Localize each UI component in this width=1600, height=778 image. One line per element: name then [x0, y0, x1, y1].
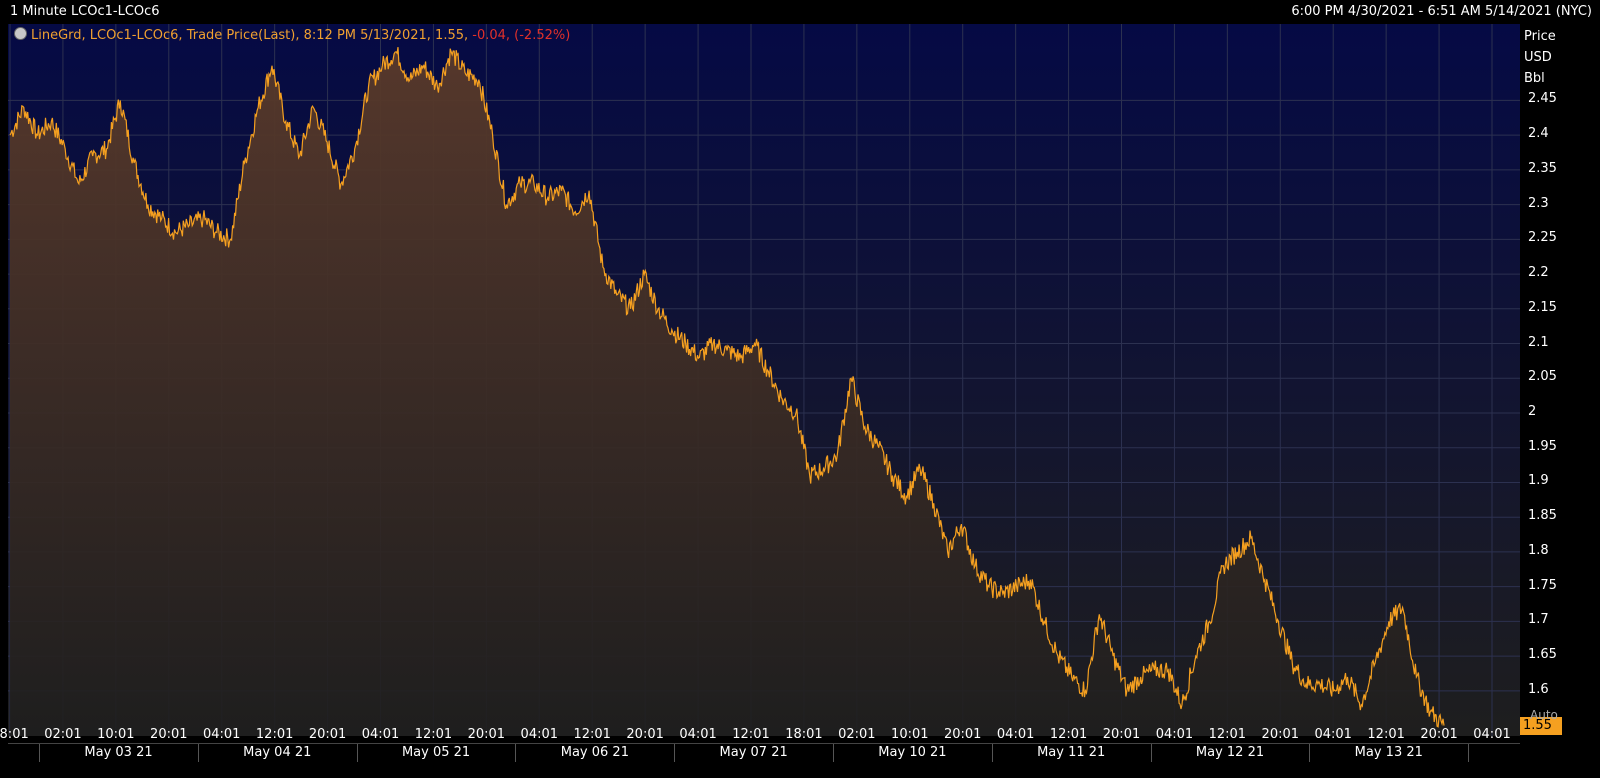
- legend-text: LineGrd, LCOc1-LCOc6, Trade Price(Last),…: [31, 28, 469, 43]
- x-tick-label: 18:01: [785, 727, 823, 742]
- x-tick-label: 12:01: [1208, 727, 1247, 742]
- auto-scale-button[interactable]: Auto: [1530, 708, 1558, 722]
- chart-title: 1 Minute LCOc1-LCOc6: [10, 4, 160, 19]
- x-day-separator: [833, 744, 835, 762]
- y-tick-label: 1.9: [1528, 473, 1549, 489]
- x-tick-label: 10:01: [97, 727, 135, 742]
- x-tick-label: 20:01: [1420, 727, 1458, 742]
- x-tick-label: 12:01: [1367, 727, 1405, 742]
- y-tick-label: 2.35: [1528, 160, 1557, 176]
- x-tick-label: 20:01: [308, 727, 347, 742]
- x-tick-label: 18:01: [0, 727, 29, 742]
- x-tick-label: 04:01: [1473, 727, 1511, 742]
- x-tick-label: 20:01: [943, 727, 982, 742]
- x-tick-label: 02:01: [838, 727, 876, 742]
- y-tick-label: 2.2: [1528, 265, 1549, 281]
- y-unit-currency: USD: [1524, 50, 1552, 65]
- x-tick-label: 20:01: [150, 727, 188, 742]
- x-axis-divider: [8, 743, 1520, 744]
- x-day-label: May 10 21: [878, 745, 947, 760]
- x-tick-label: 12:01: [255, 727, 294, 742]
- x-tick-label: 20:01: [626, 727, 664, 742]
- y-unit-volume: Bbl: [1524, 71, 1545, 86]
- y-tick-label: 2.15: [1528, 299, 1557, 315]
- y-tick-label: 2.4: [1528, 126, 1549, 142]
- x-day-label: May 05 21: [401, 745, 471, 760]
- x-tick-label: 12:01: [732, 727, 770, 742]
- x-day-label: May 12 21: [1195, 745, 1265, 760]
- x-tick-label: 20:01: [1261, 727, 1300, 742]
- price-line: [9, 47, 1445, 728]
- x-tick-label: 04:01: [1314, 727, 1352, 742]
- y-unit-price: Price: [1524, 29, 1556, 44]
- y-tick-label: 1.85: [1528, 508, 1557, 524]
- x-tick-label: 12:01: [1049, 727, 1088, 742]
- y-tick-label: 2.05: [1528, 369, 1557, 385]
- x-tick-label: 12:01: [414, 727, 453, 742]
- y-tick-label: 2.1: [1528, 334, 1549, 350]
- y-tick-label: 1.7: [1528, 612, 1549, 628]
- x-tick-label: 04:01: [996, 727, 1035, 742]
- x-day-label: May 06 21: [560, 745, 629, 760]
- x-day-separator: [1309, 744, 1311, 762]
- x-tick-label: 20:01: [1102, 727, 1141, 742]
- last-price-tag: 1.55: [1520, 716, 1562, 735]
- legend-change: -0.04, (-2.52%): [468, 28, 571, 43]
- y-tick-label: 2.3: [1528, 195, 1549, 211]
- y-axis-units: Price USD Bbl: [1524, 26, 1556, 89]
- x-tick-label: 20:01: [467, 727, 506, 742]
- x-day-separator: [991, 744, 993, 762]
- y-tick-label: 1.8: [1528, 542, 1549, 558]
- x-day-label: May 13 21: [1354, 745, 1423, 760]
- x-tick-label: 04:01: [1155, 727, 1194, 742]
- price-chart[interactable]: [8, 24, 1520, 736]
- x-day-separator: [515, 744, 517, 762]
- title-bar: 1 Minute LCOc1-LCOc6 6:00 PM 4/30/2021 -…: [0, 0, 1600, 24]
- x-tick-label: 04:01: [520, 727, 559, 742]
- price-area-fill: [10, 47, 1444, 736]
- x-tick-label: 12:01: [573, 727, 611, 742]
- x-day-separator: [39, 744, 41, 762]
- x-day-separator: [1468, 744, 1470, 762]
- x-tick-label: 04:01: [679, 727, 717, 742]
- x-day-label: May 03 21: [84, 745, 153, 760]
- x-day-label: May 07 21: [719, 745, 788, 760]
- x-day-separator: [356, 744, 358, 762]
- x-tick-label: 04:01: [361, 727, 400, 742]
- x-day-separator: [674, 744, 676, 762]
- x-day-separator: [197, 744, 199, 762]
- x-tick-label: 02:01: [44, 727, 82, 742]
- series-legend: LineGrd, LCOc1-LCOc6, Trade Price(Last),…: [14, 27, 570, 47]
- y-tick-label: 2.25: [1528, 230, 1557, 246]
- x-day-label: May 04 21: [243, 745, 312, 760]
- settings-icon[interactable]: [14, 27, 27, 40]
- y-tick-label: 2.45: [1528, 91, 1557, 107]
- x-day-separator: [1150, 744, 1152, 762]
- y-tick-label: 1.65: [1528, 647, 1557, 663]
- y-tick-label: 1.6: [1528, 681, 1549, 697]
- y-tick-label: 1.95: [1528, 438, 1557, 454]
- x-tick-label: 10:01: [891, 727, 929, 742]
- y-tick-label: 2: [1528, 403, 1537, 419]
- x-tick-label: 04:01: [202, 727, 241, 742]
- date-range[interactable]: 6:00 PM 4/30/2021 - 6:51 AM 5/14/2021 (N…: [1291, 4, 1592, 19]
- y-tick-label: 1.75: [1528, 577, 1557, 593]
- x-day-label: May 11 21: [1037, 745, 1106, 760]
